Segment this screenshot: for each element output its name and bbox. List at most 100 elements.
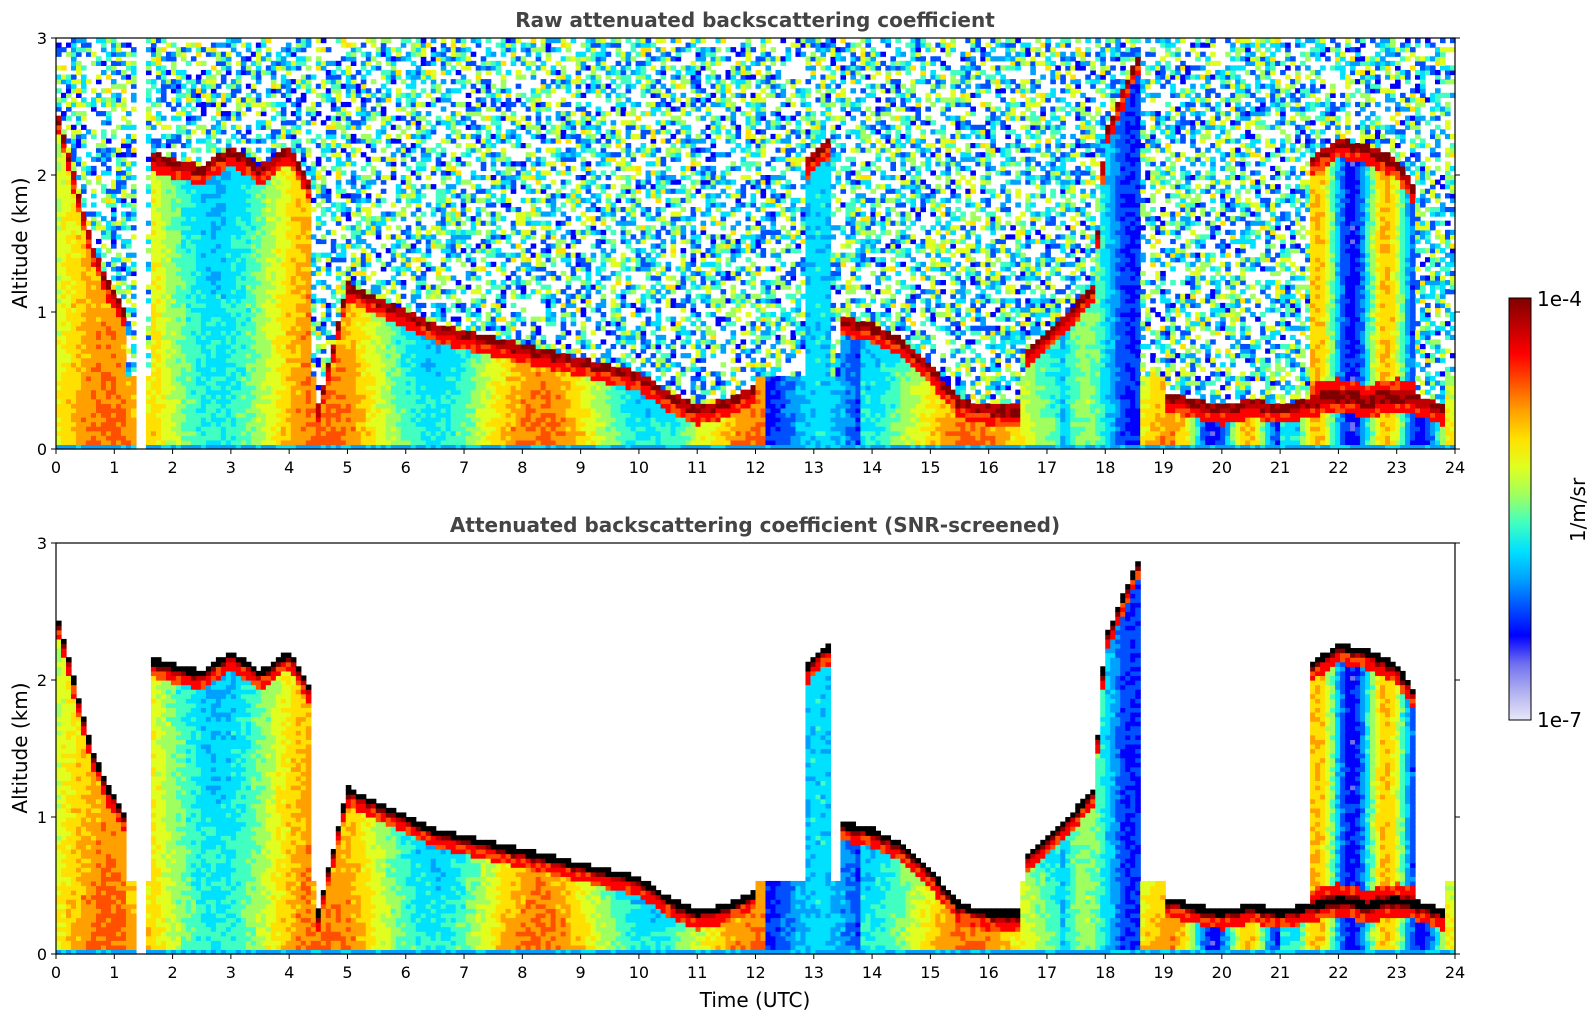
heatmap-cell bbox=[245, 184, 252, 190]
heatmap-cell bbox=[65, 193, 72, 199]
heatmap-cell bbox=[125, 202, 132, 208]
heatmap-cell bbox=[80, 133, 87, 140]
heatmap-cell bbox=[115, 412, 122, 418]
heatmap-cell bbox=[165, 138, 172, 144]
heatmap-cell bbox=[75, 270, 82, 277]
heatmap-cell bbox=[165, 284, 172, 290]
heatmap-cell bbox=[170, 211, 177, 217]
heatmap-cell bbox=[295, 385, 302, 391]
heatmap-cell bbox=[375, 65, 382, 71]
heatmap-cell bbox=[175, 398, 182, 404]
heatmap-cell bbox=[325, 193, 332, 199]
heatmap-cell bbox=[385, 133, 392, 140]
heatmap-cell bbox=[390, 280, 397, 286]
heatmap-cell bbox=[110, 229, 117, 235]
heatmap-cell bbox=[145, 430, 152, 436]
heatmap-cell bbox=[380, 83, 387, 89]
heatmap-cell bbox=[56, 65, 62, 71]
heatmap-cell bbox=[240, 375, 247, 382]
heatmap-cell bbox=[110, 225, 117, 231]
heatmap-cell bbox=[405, 426, 412, 432]
heatmap-cell bbox=[225, 51, 232, 57]
heatmap-cell bbox=[65, 371, 72, 377]
heatmap-cell bbox=[380, 216, 387, 222]
heatmap-cell bbox=[230, 47, 237, 53]
heatmap-cell bbox=[340, 321, 347, 327]
heatmap-cell bbox=[75, 366, 82, 372]
heatmap-cell bbox=[115, 330, 122, 336]
heatmap-cell bbox=[295, 147, 302, 153]
heatmap-cell bbox=[205, 138, 212, 144]
heatmap-cell bbox=[180, 252, 187, 258]
heatmap-cell bbox=[200, 302, 207, 309]
heatmap-cell bbox=[285, 220, 292, 226]
heatmap-cell bbox=[410, 248, 417, 254]
heatmap-cell bbox=[145, 106, 152, 112]
heatmap-cell bbox=[365, 179, 372, 185]
heatmap-cell bbox=[350, 412, 357, 418]
heatmap-cell bbox=[185, 407, 192, 414]
heatmap-cell bbox=[280, 348, 287, 354]
heatmap-cell bbox=[240, 430, 247, 436]
heatmap-cell bbox=[185, 339, 192, 345]
heatmap-cell bbox=[175, 435, 182, 441]
heatmap-cell bbox=[300, 417, 307, 423]
heatmap-cell bbox=[255, 417, 262, 423]
heatmap-cell bbox=[345, 334, 352, 340]
heatmap-cell bbox=[145, 133, 152, 140]
heatmap-cell bbox=[85, 179, 92, 185]
heatmap-cell bbox=[130, 188, 137, 194]
heatmap-cell bbox=[340, 124, 347, 130]
heatmap-cell bbox=[200, 439, 207, 446]
heatmap-cell bbox=[175, 170, 182, 176]
heatmap-cell bbox=[285, 129, 292, 135]
heatmap-cell bbox=[115, 197, 122, 203]
heatmap-cell bbox=[300, 56, 307, 62]
heatmap-cell bbox=[225, 69, 232, 76]
heatmap-cell bbox=[120, 88, 127, 94]
heatmap-cell bbox=[80, 307, 87, 313]
heatmap-cell bbox=[255, 179, 262, 185]
heatmap-cell bbox=[95, 385, 102, 391]
heatmap-cell bbox=[305, 316, 312, 322]
heatmap-cell bbox=[310, 270, 317, 277]
heatmap-cell bbox=[145, 426, 152, 432]
heatmap-cell bbox=[205, 129, 212, 135]
heatmap-cell bbox=[105, 412, 112, 418]
heatmap-cell bbox=[145, 165, 152, 172]
heatmap-cell bbox=[310, 417, 317, 423]
heatmap-cell bbox=[180, 234, 187, 240]
heatmap-cell bbox=[220, 124, 227, 130]
heatmap-cell bbox=[330, 430, 337, 436]
heatmap-cell bbox=[305, 312, 312, 318]
heatmap-cell bbox=[160, 220, 167, 226]
heatmap-cell bbox=[210, 179, 217, 185]
heatmap-cell bbox=[165, 101, 172, 108]
heatmap-cell bbox=[75, 115, 82, 121]
heatmap-cell bbox=[305, 430, 312, 436]
heatmap-cell bbox=[395, 266, 402, 272]
heatmap-cell bbox=[370, 65, 377, 71]
heatmap-cell bbox=[220, 343, 227, 350]
heatmap-cell bbox=[100, 403, 107, 409]
heatmap-cell bbox=[150, 380, 157, 386]
heatmap-cell bbox=[350, 83, 357, 89]
heatmap-cell bbox=[90, 216, 97, 222]
heatmap-cell bbox=[255, 97, 262, 103]
heatmap-cell bbox=[65, 353, 72, 359]
heatmap-cell bbox=[350, 88, 357, 94]
heatmap-cell bbox=[160, 229, 167, 235]
heatmap-cell bbox=[220, 325, 227, 331]
heatmap-cell bbox=[115, 385, 122, 391]
heatmap-cell bbox=[90, 252, 97, 258]
heatmap-cell bbox=[105, 138, 112, 144]
heatmap-cell bbox=[400, 266, 407, 272]
heatmap-cell bbox=[180, 152, 187, 158]
heatmap-cell bbox=[330, 152, 337, 158]
heatmap-cell bbox=[275, 197, 282, 203]
heatmap-cell bbox=[255, 124, 262, 130]
heatmap-cell bbox=[275, 133, 282, 140]
heatmap-cell bbox=[350, 321, 357, 327]
heatmap-cell bbox=[290, 129, 297, 135]
heatmap-cell bbox=[265, 101, 272, 108]
